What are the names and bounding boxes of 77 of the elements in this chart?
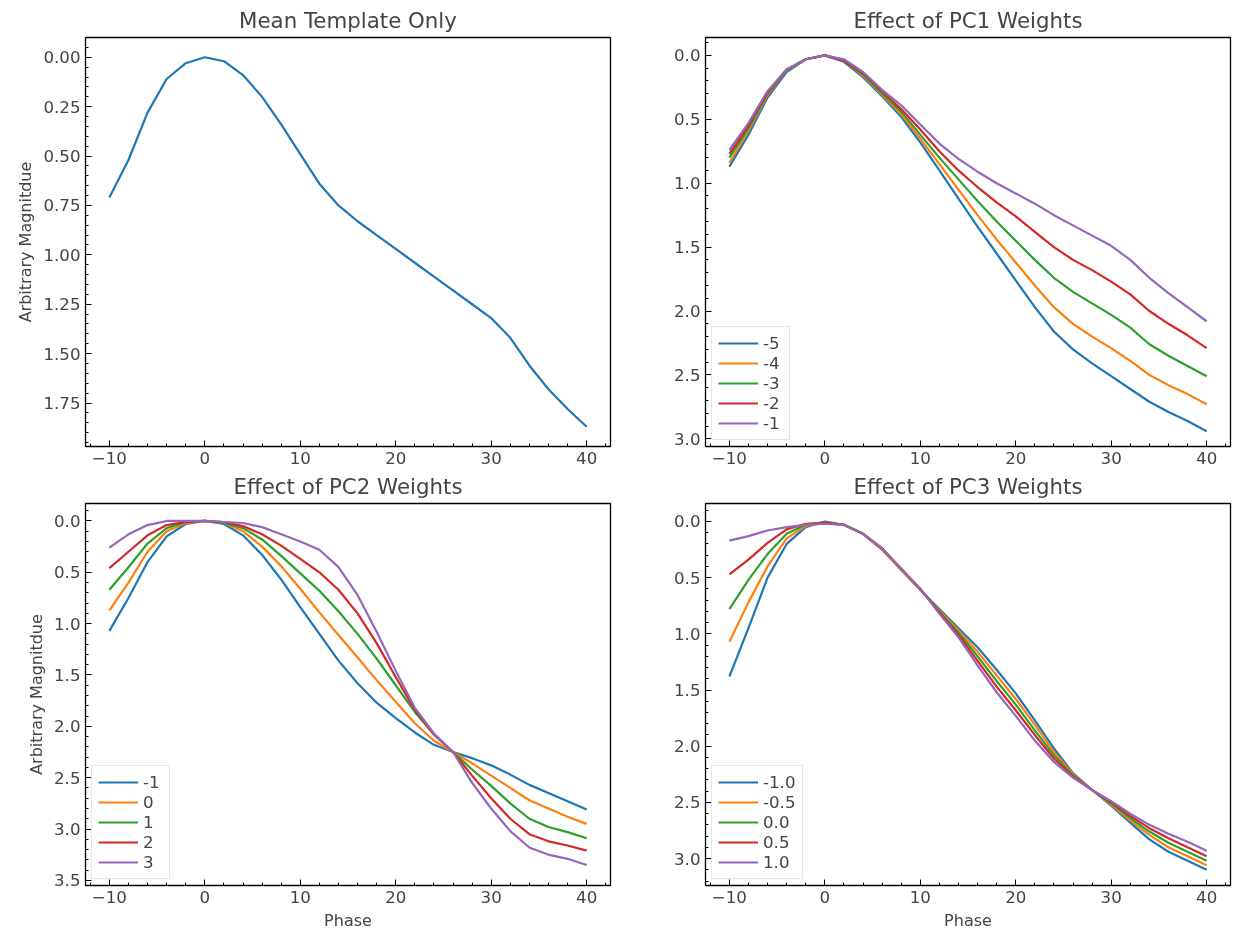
legend-label: 1 xyxy=(143,812,155,832)
y-tick-label: 3.0 xyxy=(674,429,701,449)
y-tick-label: 0.75 xyxy=(43,196,81,216)
y-tick-label: 1.0 xyxy=(54,614,81,634)
x-tick-label: 40 xyxy=(1196,448,1218,468)
x-tick-label: 20 xyxy=(385,448,407,468)
x-tick-label: 0 xyxy=(819,887,831,907)
x-tick-label: 0 xyxy=(199,887,211,907)
y-axis-title: Arbitrary Magnitdue xyxy=(27,614,47,775)
legend-label: 3 xyxy=(143,852,155,872)
y-tick-label: 0.5 xyxy=(674,568,701,588)
x-tick-label: 0 xyxy=(199,448,211,468)
legend-label: 1.0 xyxy=(763,852,790,872)
y-tick-label: 0.50 xyxy=(43,147,81,167)
x-tick-label: 10 xyxy=(289,887,311,907)
y-tick-label: 0.0 xyxy=(674,512,701,532)
y-tick-label: 0.25 xyxy=(43,97,81,117)
y-tick-label: 2.5 xyxy=(54,768,81,788)
legend-label: 0.5 xyxy=(763,832,790,852)
y-tick-label: 1.0 xyxy=(674,624,701,644)
x-tick-label: 40 xyxy=(576,887,598,907)
chart-title: Effect of PC2 Weights xyxy=(233,473,463,499)
x-tick-label: 30 xyxy=(480,448,502,468)
legend-label: -2 xyxy=(763,393,781,413)
x-tick-label: 30 xyxy=(480,887,502,907)
x-tick-label: −10 xyxy=(91,887,127,907)
y-tick-label: 3.0 xyxy=(674,849,701,869)
y-tick-label: 2.5 xyxy=(674,793,701,813)
legend-label: -4 xyxy=(763,353,781,373)
y-tick-label: 1.5 xyxy=(54,665,81,685)
y-tick-label: 2.0 xyxy=(54,717,81,737)
x-axis-title: Phase xyxy=(324,910,372,930)
chart-title: Mean Template Only xyxy=(239,7,457,33)
x-tick-label: 30 xyxy=(1100,448,1122,468)
legend-label: -3 xyxy=(763,373,781,393)
x-tick-label: 20 xyxy=(1005,448,1027,468)
legend-label: -1.0 xyxy=(763,772,796,792)
legend-label: 0.0 xyxy=(763,812,790,832)
x-tick-label: 10 xyxy=(289,448,311,468)
legend-label: 2 xyxy=(143,832,155,852)
x-tick-label: 40 xyxy=(576,448,598,468)
y-tick-label: 3.5 xyxy=(54,871,81,891)
y-tick-label: 2.0 xyxy=(674,737,701,757)
chart-title: Effect of PC1 Weights xyxy=(853,7,1083,33)
x-tick-label: 40 xyxy=(1196,887,1218,907)
legend-label: -1 xyxy=(143,772,161,792)
x-tick-label: −10 xyxy=(91,448,127,468)
y-tick-label: 3.0 xyxy=(54,820,81,840)
legend-label: -0.5 xyxy=(763,792,796,812)
y-tick-label: 1.75 xyxy=(43,394,81,414)
y-tick-label: 1.5 xyxy=(674,238,701,258)
x-tick-label: −10 xyxy=(711,887,747,907)
x-tick-label: 20 xyxy=(385,887,407,907)
y-tick-label: 0.5 xyxy=(54,563,81,583)
y-tick-label: 0.0 xyxy=(54,511,81,531)
x-axis-title: Phase xyxy=(944,910,992,930)
x-tick-label: 20 xyxy=(1005,887,1027,907)
legend-label: -1 xyxy=(763,413,781,433)
y-tick-label: 0.0 xyxy=(674,46,701,66)
chart-title: Effect of PC3 Weights xyxy=(853,473,1083,499)
x-tick-label: −10 xyxy=(711,448,747,468)
y-tick-label: 1.0 xyxy=(674,174,701,194)
y-tick-label: 1.50 xyxy=(43,344,81,364)
x-tick-label: 0 xyxy=(819,448,831,468)
legend-label: 0 xyxy=(143,792,155,812)
x-tick-label: 10 xyxy=(909,448,931,468)
y-tick-label: 1.25 xyxy=(43,295,81,315)
y-tick-label: 1.5 xyxy=(674,681,701,701)
legend-label: -5 xyxy=(763,333,781,353)
y-axis-title: Arbitrary Magnitdue xyxy=(16,161,36,323)
x-tick-label: 30 xyxy=(1100,887,1122,907)
y-tick-label: 0.00 xyxy=(43,48,81,68)
y-tick-label: 2.0 xyxy=(674,302,701,322)
x-tick-label: 10 xyxy=(909,887,931,907)
y-tick-label: 2.5 xyxy=(674,365,701,385)
y-tick-label: 0.5 xyxy=(674,110,701,130)
y-tick-label: 1.00 xyxy=(43,245,81,265)
